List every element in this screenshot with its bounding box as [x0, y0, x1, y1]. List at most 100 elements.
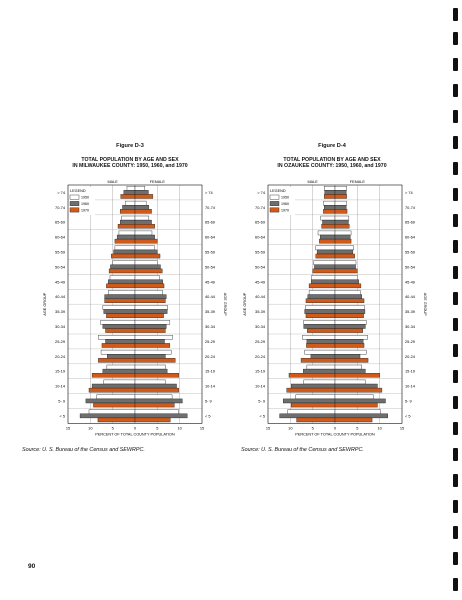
age-label-right: 20-24: [205, 354, 216, 359]
bar-male-1950: [118, 230, 136, 236]
bar-female-1960: [134, 383, 177, 389]
x-tick-label: 5: [356, 425, 358, 430]
bar-male-1950: [295, 394, 336, 400]
bar-female-1970: [334, 387, 383, 393]
bar-female-1950: [334, 260, 357, 265]
age-label-left: 30-34: [255, 324, 266, 329]
bar-female-1960: [134, 190, 149, 195]
page-number: 90: [28, 563, 36, 570]
bar-female-1950: [334, 245, 354, 251]
x-axis-label: PERCENT OF TOTAL COUNTY POPULATION: [295, 432, 375, 436]
bar-female-1960: [134, 249, 158, 255]
bar-female-1960: [134, 205, 150, 210]
bar-male-1950: [106, 364, 136, 370]
source-note-right: Source: U. S. Bureau of the Census and S…: [241, 447, 364, 453]
bar-female-1970: [334, 372, 380, 378]
chart-title-right: TOTAL POPULATION BY AGE AND SEX IN OZAUK…: [242, 157, 422, 170]
x-tick-label: 15: [400, 425, 404, 430]
bar-male-1960: [279, 413, 336, 419]
bar-male-1970: [305, 298, 336, 303]
x-axis-label: PERCENT OF TOTAL COUNTY POPULATION: [95, 432, 175, 436]
age-label-left: 40-44: [255, 294, 266, 299]
legend-label-1960: 1960: [281, 202, 289, 206]
binder-hole: [453, 422, 458, 435]
bar-female-1970: [334, 194, 347, 199]
bar-female-1970: [334, 283, 362, 289]
bar-female-1950: [134, 215, 150, 221]
age-label-left: 25-29: [55, 339, 65, 344]
bar-female-1960: [134, 368, 168, 374]
source-note-left: Source: U. S. Bureau of the Census and S…: [22, 447, 145, 453]
bar-male-1950: [315, 245, 336, 251]
age-label-right: 45-49: [205, 279, 215, 284]
bar-male-1960: [306, 339, 336, 344]
age-label-left: 20-24: [55, 354, 66, 359]
binder-hole: [453, 240, 458, 253]
bar-male-1970: [114, 238, 136, 244]
age-label-right: 10-14: [205, 384, 216, 389]
legend-swatch-1960: [69, 201, 80, 206]
binder-hole: [453, 578, 458, 591]
bar-female-1950: [134, 305, 168, 310]
age-label-left: 55-59: [55, 249, 65, 254]
bar-male-1950: [107, 290, 136, 295]
x-tick-label: 10: [288, 425, 293, 430]
binder-hole: [453, 266, 458, 279]
male-label: MALE: [107, 180, 118, 184]
bar-male-1970: [111, 253, 136, 259]
legend-swatch-1950: [269, 194, 280, 200]
bar-female-1960: [334, 264, 356, 270]
age-label-left: < 5: [59, 413, 65, 418]
female-label: FEMALE: [350, 180, 366, 184]
bar-female-1970: [134, 238, 158, 244]
age-label-right: 60-64: [205, 235, 216, 240]
bar-female-1950: [334, 230, 352, 236]
bar-female-1970: [134, 209, 152, 214]
binder-hole: [453, 474, 458, 487]
bar-male-1960: [104, 294, 136, 299]
age-label-right: < 5: [405, 413, 411, 418]
x-tick-label: 15: [200, 425, 204, 430]
bar-male-1960: [291, 383, 336, 389]
y-axis-label-left: AGE GROUP: [243, 292, 247, 315]
bar-male-1950: [114, 245, 136, 251]
bar-male-1950: [96, 394, 136, 400]
bar-female-1950: [334, 349, 367, 355]
bar-male-1960: [310, 353, 336, 359]
age-label-left: 65-69: [255, 220, 265, 225]
x-tick-label: 10: [88, 425, 93, 430]
bar-female-1960: [334, 324, 366, 329]
binder-hole: [453, 32, 458, 45]
bar-female-1970: [134, 253, 161, 259]
binder-hole: [453, 448, 458, 461]
bar-female-1950: [334, 334, 368, 340]
age-label-right: 30-34: [405, 324, 416, 329]
bar-female-1950: [334, 275, 358, 280]
bar-female-1950: [134, 364, 166, 370]
legend-label-1960: 1960: [81, 202, 89, 206]
bar-male-1950: [323, 200, 336, 206]
binder-hole: [453, 396, 458, 409]
bar-female-1970: [334, 343, 365, 348]
x-tick-label: 15: [266, 425, 270, 430]
bar-female-1950: [134, 275, 160, 280]
bar-female-1960: [134, 324, 167, 329]
female-label: FEMALE: [150, 180, 166, 184]
legend-swatch-1970: [269, 207, 280, 213]
age-label-left: 10-14: [255, 384, 266, 389]
age-label-left: 45-49: [255, 279, 265, 284]
bar-female-1960: [334, 190, 347, 195]
age-label-right: 25-29: [405, 339, 415, 344]
age-label-left: 15-19: [55, 369, 65, 374]
age-label-left: 35-39: [255, 309, 265, 314]
bar-female-1960: [134, 413, 188, 419]
bar-male-1970: [105, 328, 136, 333]
x-tick-label: 10: [178, 425, 183, 430]
age-label-left: > 74: [57, 190, 66, 195]
bar-male-1960: [113, 249, 136, 255]
population-pyramid-ozaukee: MALE FEMALE > 74 > 74 70-74 70-74 65-69 65-69 60…: [243, 180, 427, 436]
age-label-left: 60-64: [255, 235, 266, 240]
figure-label-left: Figure D-3: [116, 143, 144, 149]
bar-male-1970: [88, 387, 136, 393]
age-label-right: 65-69: [205, 220, 215, 225]
